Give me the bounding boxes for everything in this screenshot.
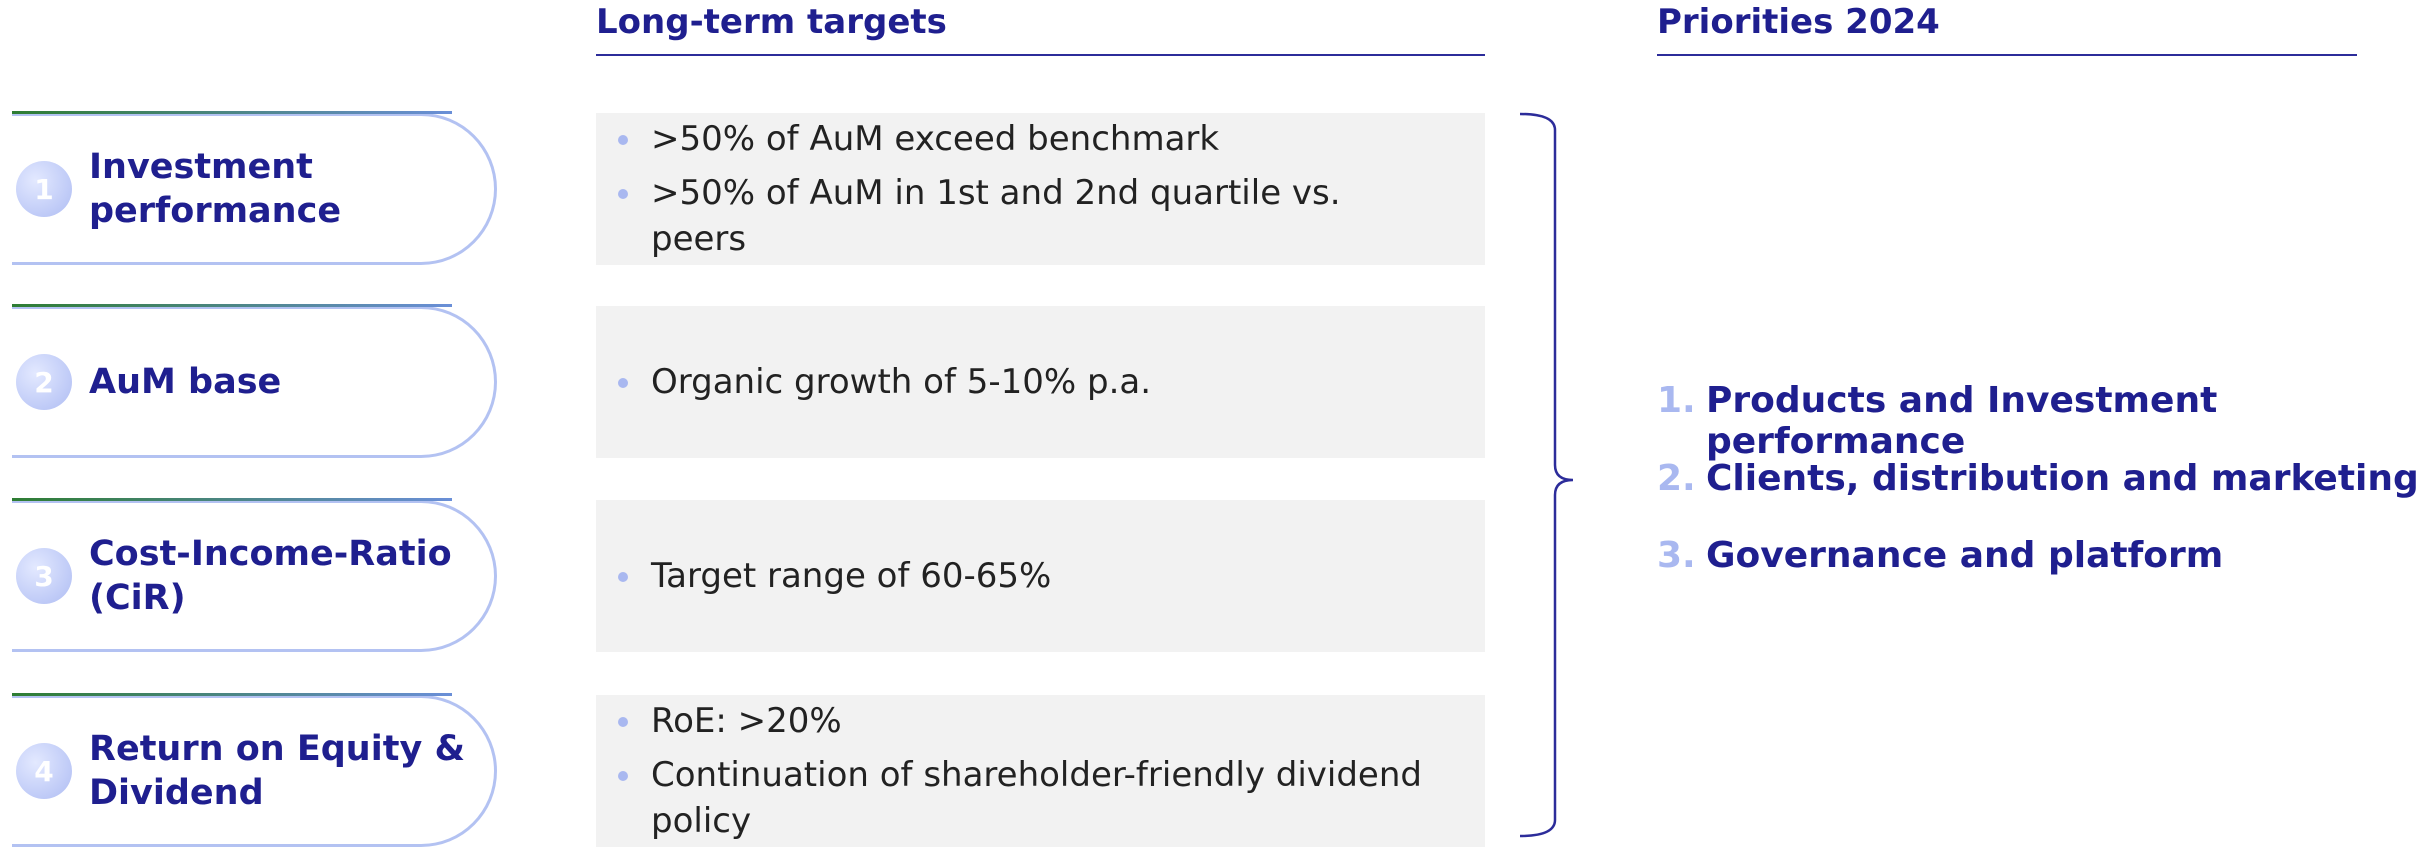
row-accent	[12, 304, 452, 307]
row-pill	[12, 306, 497, 458]
target-bullet: >50% of AuM exceed benchmark	[618, 116, 1485, 162]
row-label: Cost-Income-Ratio (CiR)	[89, 500, 469, 652]
target-bullet: Organic growth of 5-10% p.a.	[618, 359, 1485, 405]
row-accent	[12, 498, 452, 501]
row-label: AuM base	[89, 306, 469, 458]
priority-text: Clients, distribution and marketing	[1706, 458, 2419, 499]
priorities-rule	[1657, 54, 2357, 56]
priorities-title: Priorities 2024	[1657, 2, 1940, 42]
priority-number: 2.	[1657, 458, 1696, 499]
target-box: >50% of AuM exceed benchmark >50% of AuM …	[596, 113, 1485, 265]
target-box: RoE: >20% Continuation of shareholder-fri…	[596, 695, 1485, 847]
target-bullet: RoE: >20%	[618, 698, 1485, 744]
priority-text: Governance and platform	[1706, 535, 2224, 576]
row-number: 4	[16, 743, 72, 799]
row-number: 2	[16, 354, 72, 410]
target-box: Target range of 60-65%	[596, 500, 1485, 652]
target-bullet: Target range of 60-65%	[618, 553, 1485, 599]
target-box: Organic growth of 5-10% p.a.	[596, 306, 1485, 458]
row-label: Investment performance	[89, 113, 469, 265]
target-bullet: Continuation of shareholder-friendly div…	[618, 752, 1485, 844]
targets-rule	[596, 54, 1485, 56]
targets-title: Long-term targets	[596, 2, 947, 42]
row-label-text: Return on Equity & Dividend	[89, 729, 465, 813]
row-label-text: AuM base	[89, 362, 282, 402]
target-bullet: >50% of AuM in 1st and 2nd quartile vs. …	[618, 170, 1485, 262]
row-pill	[12, 113, 497, 265]
row-label: Return on Equity & Dividend	[89, 695, 469, 847]
priority-number: 3.	[1657, 535, 1696, 576]
row-accent	[12, 111, 452, 114]
row-pill	[12, 500, 497, 652]
row-number: 3	[16, 548, 72, 604]
row-number: 1	[16, 161, 72, 217]
row-accent	[12, 693, 452, 696]
bracket	[1519, 112, 1574, 838]
row-label-text: Investment performance	[89, 147, 342, 231]
row-label-text: Cost-Income-Ratio (CiR)	[89, 534, 452, 618]
priority-text: Products and Investment performance	[1706, 380, 2218, 462]
priority-number: 1.	[1657, 380, 1696, 421]
